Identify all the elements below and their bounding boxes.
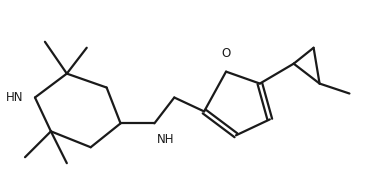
Text: O: O xyxy=(221,47,231,60)
Text: NH: NH xyxy=(156,133,174,146)
Text: HN: HN xyxy=(6,91,23,104)
